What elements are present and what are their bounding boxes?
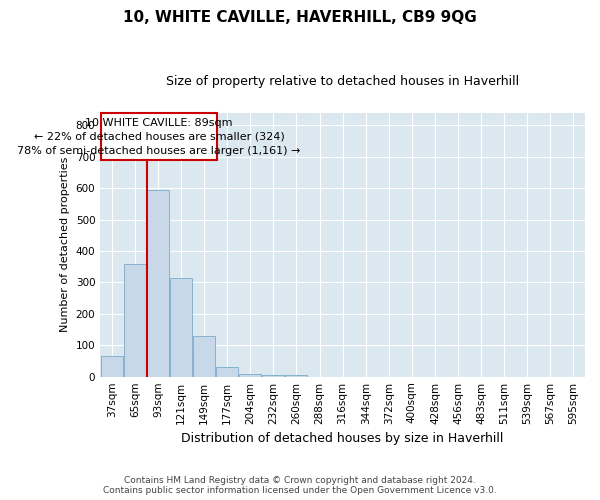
- Bar: [101, 356, 123, 376]
- Bar: [147, 190, 169, 376]
- Bar: [286, 375, 307, 376]
- Y-axis label: Number of detached properties: Number of detached properties: [60, 157, 70, 332]
- Title: Size of property relative to detached houses in Haverhill: Size of property relative to detached ho…: [166, 75, 519, 88]
- Bar: [124, 264, 146, 376]
- FancyBboxPatch shape: [101, 114, 217, 160]
- Bar: [170, 278, 192, 376]
- Text: 10 WHITE CAVILLE: 89sqm
← 22% of detached houses are smaller (324)
78% of semi-d: 10 WHITE CAVILLE: 89sqm ← 22% of detache…: [17, 118, 301, 156]
- Bar: [262, 375, 284, 376]
- X-axis label: Distribution of detached houses by size in Haverhill: Distribution of detached houses by size …: [181, 432, 504, 445]
- Text: 10, WHITE CAVILLE, HAVERHILL, CB9 9QG: 10, WHITE CAVILLE, HAVERHILL, CB9 9QG: [123, 10, 477, 25]
- Bar: [239, 374, 261, 376]
- Text: Contains HM Land Registry data © Crown copyright and database right 2024.
Contai: Contains HM Land Registry data © Crown c…: [103, 476, 497, 495]
- Bar: [193, 336, 215, 376]
- Bar: [216, 368, 238, 376]
